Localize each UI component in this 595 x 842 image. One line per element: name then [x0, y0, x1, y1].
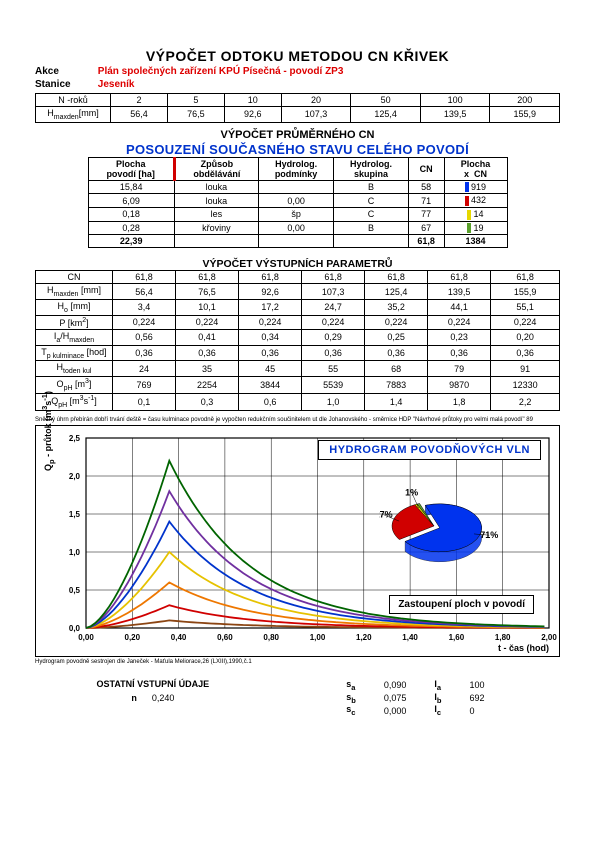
pie-chart: 71% 27% 1%: [379, 486, 519, 566]
svg-text:2,0: 2,0: [69, 472, 81, 481]
svg-text:2,00: 2,00: [541, 633, 557, 642]
bottom-inputs: OSTATNÍ VSTUPNÍ ÚDAJE n 0,240 sa0,090Ia1…: [35, 679, 560, 717]
svg-text:2,5: 2,5: [69, 434, 81, 443]
svg-text:0,5: 0,5: [69, 586, 81, 595]
svg-text:0,40: 0,40: [171, 633, 187, 642]
hydrograph-chart: Qp - průtok (m3s-1) 0,000,200,400,600,80…: [35, 425, 560, 657]
table-row: N -roků 25 1020 50100 200: [36, 94, 560, 107]
page-title: VÝPOČET ODTOKU METODOU CN KŘIVEK: [35, 0, 560, 64]
chart-caption: Hydrogram povodně sestrojen dle Janeček …: [35, 659, 560, 665]
svg-text:71%: 71%: [480, 530, 498, 540]
svg-text:0,0: 0,0: [69, 624, 81, 633]
land-label: Zastoupení ploch v povodí: [389, 595, 534, 614]
chart-title: HYDROGRAM POVODŇOVÝCH VLN: [318, 440, 541, 460]
params-table: CN61,861,861,861,861,861,861,8 Hmaxden […: [35, 270, 560, 411]
svg-text:1,60: 1,60: [449, 633, 465, 642]
svg-text:0,20: 0,20: [125, 633, 141, 642]
svg-text:0,00: 0,00: [78, 633, 94, 642]
akce-value: Plán společných zařízení KPÚ Písečná - p…: [98, 66, 344, 77]
svg-text:1%: 1%: [405, 487, 418, 497]
stanice-value: Jeseník: [98, 79, 135, 90]
meta-akce: Akce Plán společných zařízení KPÚ Písečn…: [35, 66, 560, 77]
top-table: N -roků 25 1020 50100 200 Hmaxden[mm] 56…: [35, 93, 560, 123]
table-row: Hmaxden[mm] 56,476,5 92,6107,3 125,4139,…: [36, 107, 560, 123]
svg-text:27%: 27%: [379, 510, 393, 520]
svg-text:1,0: 1,0: [69, 548, 81, 557]
section-blue: POSOUZENÍ SOUČASNÉHO STAVU CELÉHO POVODÍ: [35, 142, 560, 157]
svg-text:0,80: 0,80: [263, 633, 279, 642]
x-axis-label: t - čas (hod): [498, 643, 549, 653]
svg-text:1,40: 1,40: [402, 633, 418, 642]
stanice-label: Stanice: [35, 79, 95, 90]
akce-label: Akce: [35, 66, 95, 77]
svg-text:1,5: 1,5: [69, 510, 81, 519]
section-avg: VÝPOČET PRŮMĚRNÉHO CN: [35, 129, 560, 141]
svg-text:0,60: 0,60: [217, 633, 233, 642]
y-axis-label: Qp - průtok (m3s-1): [40, 391, 56, 471]
assess-table: Plochapovodí [ha] Způsobobdělávání Hydro…: [88, 157, 508, 249]
params-title: VÝPOČET VÝSTUPNÍCH PARAMETRŮ: [35, 258, 560, 270]
meta-stanice: Stanice Jeseník: [35, 79, 560, 90]
svg-text:1,00: 1,00: [310, 633, 326, 642]
svg-text:1,20: 1,20: [356, 633, 372, 642]
svg-text:1,80: 1,80: [495, 633, 511, 642]
chart-note-top: Sněžný úhrn přebírán dobří trvání deště …: [35, 417, 560, 423]
